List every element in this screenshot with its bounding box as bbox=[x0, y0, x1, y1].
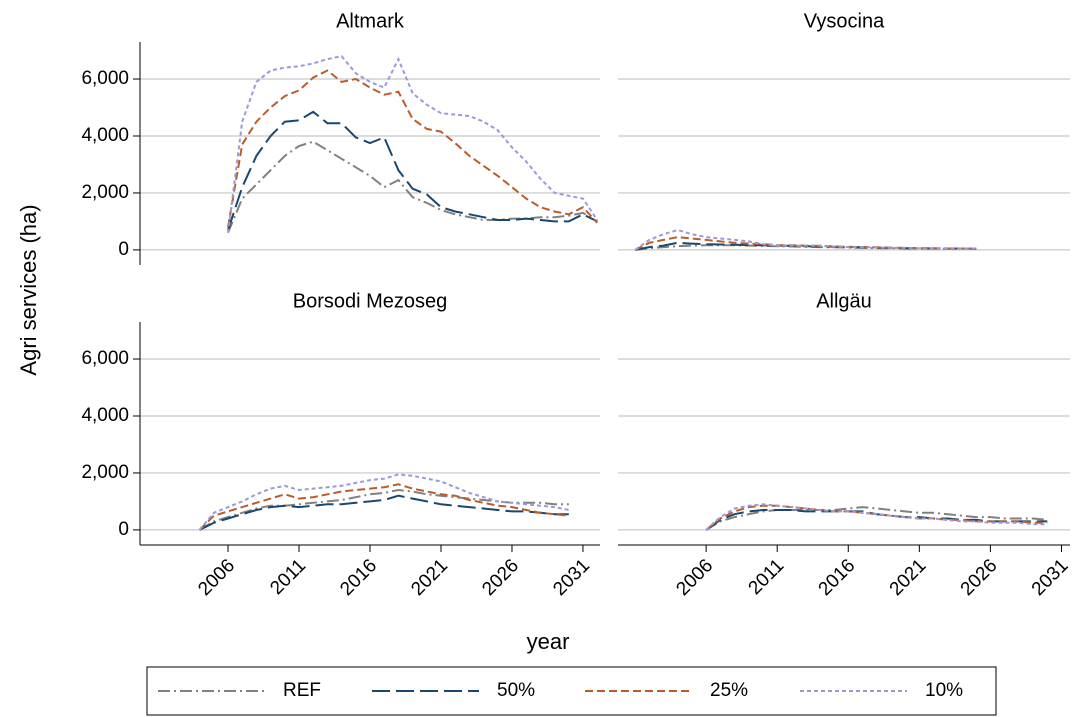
series-line bbox=[634, 228, 977, 251]
x-tick-label: 2006 bbox=[194, 555, 239, 600]
series-line bbox=[198, 483, 569, 531]
x-tick-label: 2031 bbox=[1028, 555, 1073, 600]
y-tick-label: 4,000 bbox=[81, 125, 129, 146]
x-tick-label: 2011 bbox=[266, 555, 310, 599]
legend-label: REF bbox=[283, 680, 321, 701]
panel-title: Vysocina bbox=[804, 10, 885, 32]
x-tick-label: 2026 bbox=[957, 555, 1002, 600]
y-tick-label: 6,000 bbox=[81, 68, 129, 89]
x-tick-label: 2021 bbox=[886, 555, 931, 600]
legend-label: 10% bbox=[925, 680, 963, 701]
x-tick-label: 2016 bbox=[336, 555, 381, 600]
x-tick-label: 2011 bbox=[745, 555, 789, 599]
y-tick-label: 0 bbox=[118, 519, 129, 540]
series-line bbox=[705, 504, 1048, 531]
x-tick-label: 2021 bbox=[407, 555, 452, 600]
panel-title: Borsodi Mezoseg bbox=[293, 290, 448, 312]
series-line bbox=[227, 69, 598, 228]
legend-box bbox=[146, 666, 997, 716]
series-line bbox=[199, 494, 569, 531]
series-line bbox=[227, 55, 599, 233]
series-line bbox=[227, 140, 598, 234]
series-line bbox=[198, 473, 570, 531]
panel-title: Allgäu bbox=[816, 290, 872, 312]
y-tick-label: 6,000 bbox=[81, 348, 129, 369]
y-tick-label: 0 bbox=[118, 239, 129, 260]
y-tick-label: 2,000 bbox=[81, 462, 129, 483]
x-tick-label: 2026 bbox=[478, 555, 523, 600]
x-axis-label: year bbox=[527, 629, 570, 654]
series-line bbox=[705, 506, 1048, 531]
y-tick-label: 2,000 bbox=[81, 182, 129, 203]
x-tick-label: 2016 bbox=[815, 555, 860, 600]
series-line bbox=[199, 488, 569, 531]
series-line bbox=[227, 110, 598, 231]
series-line bbox=[705, 503, 1048, 531]
legend-label: 25% bbox=[710, 680, 748, 701]
y-tick-label: 4,000 bbox=[81, 405, 129, 426]
panel-title: Altmark bbox=[336, 10, 405, 32]
legend-label: 50% bbox=[497, 680, 535, 701]
y-axis-label: Agri services (ha) bbox=[16, 204, 41, 375]
x-tick-label: 2031 bbox=[549, 555, 594, 600]
x-tick-label: 2006 bbox=[672, 555, 717, 600]
